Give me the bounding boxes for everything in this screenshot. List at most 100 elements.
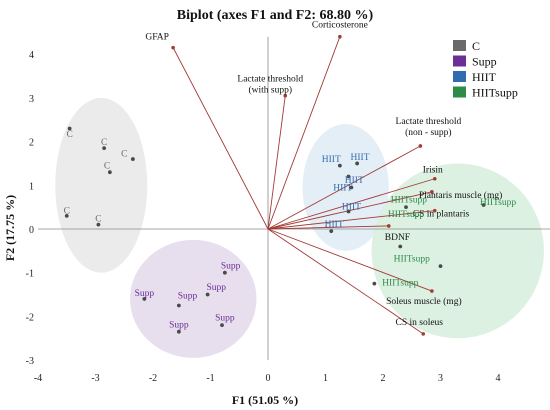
x-tick-label: 4 — [496, 373, 501, 384]
vector-endpoint — [338, 34, 342, 39]
point-label-hiit: HIIT — [342, 202, 361, 212]
y-tick-label: -1 — [26, 269, 34, 280]
point-supp — [222, 270, 227, 275]
confidence-ellipse-hiitsupp — [371, 163, 544, 339]
x-tick-label: 2 — [381, 373, 386, 384]
vector-label: Lactate threshold (non - supp) — [396, 117, 462, 138]
point-label-hiitsupp: HIITsupp — [382, 278, 419, 288]
vector-line — [267, 36, 341, 230]
vector-endpoint — [421, 332, 426, 336]
point-hiitsupp — [372, 281, 377, 286]
point-label-supp: Supp — [169, 320, 189, 330]
vector-endpoint — [283, 93, 288, 98]
point-label-c: C — [104, 162, 110, 172]
point-hiitsupp — [398, 244, 403, 249]
legend-swatch-supp — [453, 55, 466, 67]
point-supp — [142, 297, 147, 301]
point-label-hiitsupp: HIITsupp — [394, 254, 431, 264]
vector-line — [267, 95, 286, 230]
point-supp — [220, 323, 224, 328]
y-tick-label: 4 — [29, 50, 34, 61]
variable-vectors: GFAP Corticosterone Lactate threshold (with… — [145, 21, 502, 336]
confidence-ellipse-supp — [130, 239, 257, 358]
point-c — [64, 213, 69, 218]
x-tick-label: -3 — [91, 373, 99, 384]
y-axis-label: F2 (17.75 %) — [3, 195, 17, 261]
legend-label-hiitsupp: HIITsupp — [472, 86, 518, 100]
vector-endpoint — [171, 45, 175, 50]
vector-endpoint — [432, 208, 437, 213]
vector-endpoint — [430, 190, 434, 194]
vector-endpoint — [432, 176, 437, 181]
x-tick-label: -1 — [206, 373, 214, 384]
point-c — [107, 170, 112, 175]
vector-label: Corticosterone — [312, 21, 368, 31]
point-supp — [176, 329, 181, 334]
point-hiit — [349, 185, 354, 190]
point-hiit — [346, 174, 351, 179]
y-tick-label: 1 — [29, 181, 34, 192]
point-c — [67, 126, 72, 131]
x-axis-label: F1 (51.05 %) — [232, 393, 298, 407]
vector-line — [267, 225, 389, 230]
legend-swatch-hiitsupp — [453, 86, 466, 98]
x-tick-label: 0 — [266, 373, 271, 384]
x-tick-label: -2 — [149, 373, 157, 384]
point-label-supp: Supp — [215, 314, 235, 324]
vector-line — [267, 228, 424, 335]
vector-label: BDNF — [385, 233, 410, 243]
point-hiitsupp — [404, 205, 408, 210]
confidence-ellipse-hiit — [302, 124, 389, 251]
point-label-supp: Supp — [178, 291, 198, 301]
point-label-supp: Supp — [206, 283, 226, 293]
legend-swatch-c — [453, 40, 466, 51]
vector-line — [267, 228, 433, 292]
point-c — [102, 146, 107, 151]
vector-label: Irisin — [423, 166, 443, 176]
vector-endpoint — [386, 224, 391, 228]
point-label-hiit: HIIT — [325, 220, 344, 230]
point-hiitsupp — [438, 264, 443, 269]
point-hiit — [329, 229, 334, 234]
vector-line — [267, 145, 421, 230]
legend-label-supp: Supp — [472, 55, 497, 69]
y-tick-label: -2 — [26, 312, 34, 323]
chart-title: Biplot (axes F1 and F2: 68.80 %) — [177, 8, 374, 23]
point-label-c: C — [121, 149, 127, 159]
point-hiitsupp — [481, 203, 486, 207]
vector-label: GFAP — [145, 33, 169, 43]
point-c — [96, 222, 101, 227]
point-label-c: C — [95, 215, 101, 225]
vector-endpoint — [418, 144, 423, 148]
x-tick-label: -4 — [34, 373, 42, 384]
vector-label: CS in soleus — [395, 318, 443, 328]
point-label-supp: Supp — [221, 261, 241, 271]
legend-label-hiit: HIIT — [472, 70, 497, 84]
point-hiit — [355, 161, 360, 166]
vector-label: Lactate threshold (with supp) — [237, 75, 303, 96]
legend-label-c: C — [472, 39, 480, 53]
y-tick-label: 2 — [29, 138, 34, 149]
vector-label: Soleus muscle (mg) — [386, 296, 461, 307]
y-tick-label: -3 — [26, 356, 34, 367]
point-hiit — [346, 209, 351, 214]
vector-line — [267, 210, 435, 230]
point-supp — [176, 303, 181, 308]
x-tick-label: 3 — [438, 373, 443, 384]
point-label-hiit: HIIT — [322, 155, 341, 165]
point-label-hiit: HIIT — [351, 153, 370, 163]
point-label-hiitsupp: HIITsupp — [391, 196, 428, 206]
point-supp — [205, 292, 210, 297]
confidence-ellipse-c — [55, 97, 148, 273]
point-hiit — [337, 163, 342, 168]
point-label-hiitsupp: HIITsupp — [388, 210, 425, 220]
point-label-hiit: HIIT — [345, 176, 364, 186]
point-label-supp: Supp — [135, 289, 155, 299]
vector-line — [172, 47, 269, 230]
point-label-c: C — [64, 207, 70, 217]
vector-label: Plantaris muscle (mg) — [419, 190, 502, 201]
x-tick-label: 1 — [323, 373, 328, 384]
